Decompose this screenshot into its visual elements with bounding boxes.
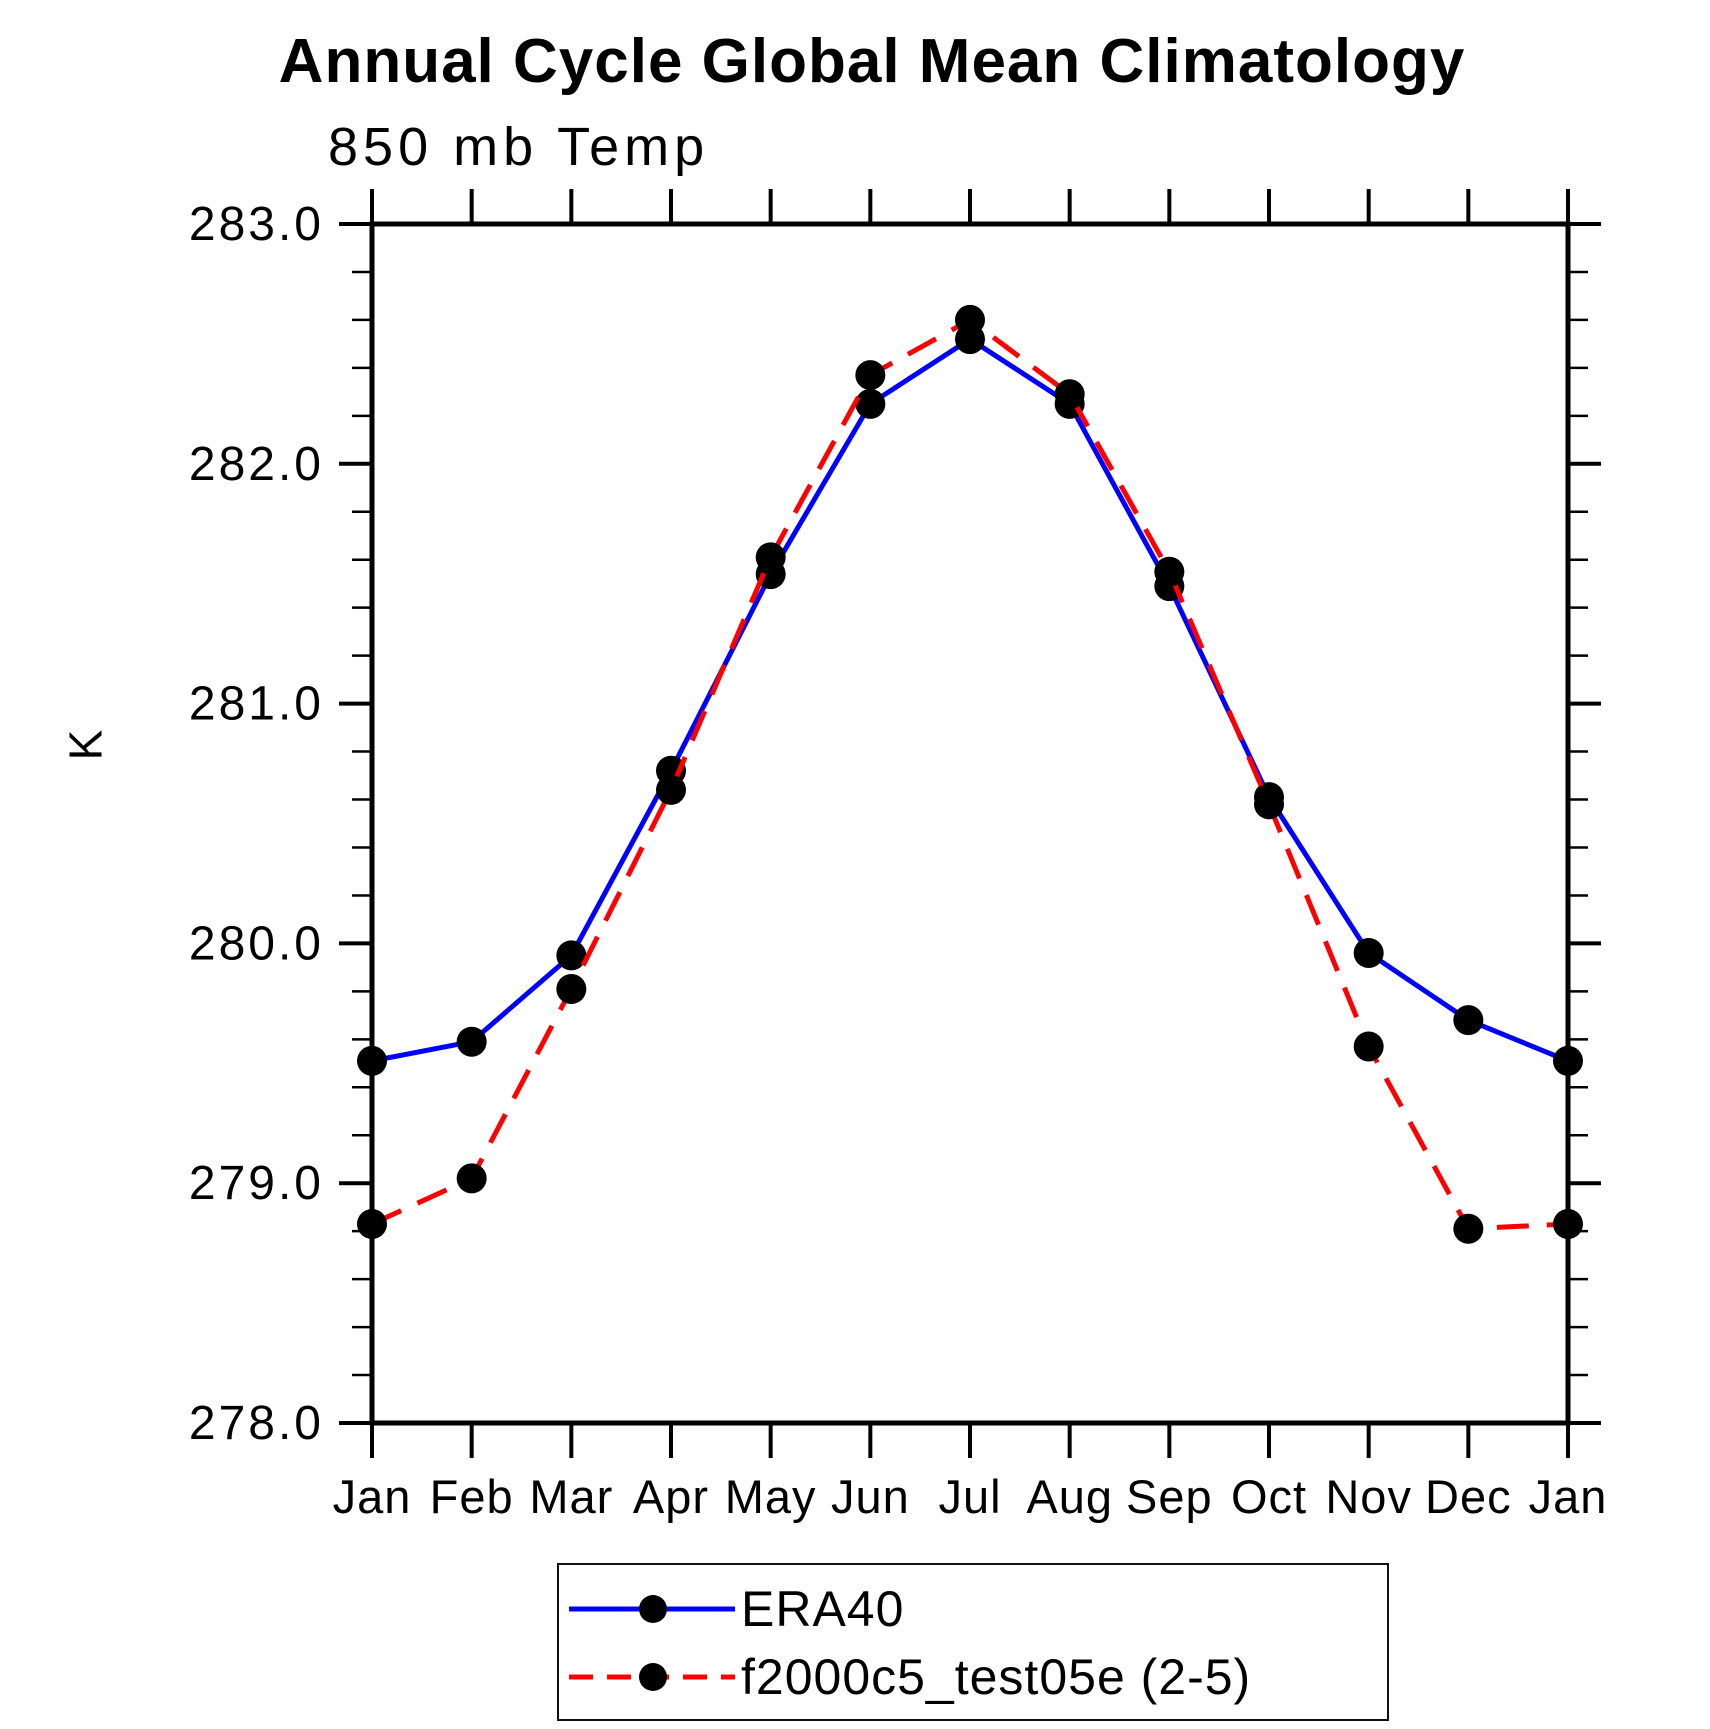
y-tick-label: 282.0 (189, 438, 324, 491)
y-tick-label: 281.0 (189, 678, 324, 731)
data-point-marker-0 (855, 388, 886, 419)
y-tick-label: 280.0 (189, 917, 324, 970)
data-point-marker-1 (1353, 1031, 1384, 1062)
data-point-marker-0 (556, 940, 587, 971)
legend-marker-dot (639, 1595, 667, 1623)
x-tick-label: Dec (1425, 1470, 1512, 1523)
data-point-marker-1 (656, 774, 686, 805)
x-tick-label: Jan (333, 1470, 412, 1523)
data-point-marker-0 (357, 1045, 387, 1076)
data-point-marker-1 (755, 542, 786, 573)
data-point-marker-1 (1553, 1208, 1583, 1239)
legend-key-dashed-line (569, 1663, 735, 1691)
data-point-marker-1 (1453, 1213, 1484, 1244)
x-tick-label: May (725, 1470, 817, 1523)
chart-title: Annual Cycle Global Mean Climatology (278, 27, 1466, 96)
x-tick-label: Feb (430, 1470, 514, 1523)
legend-label: f2000c5_test05e (2-5) (741, 1649, 1252, 1705)
data-point-marker-1 (955, 304, 985, 335)
data-point-marker-1 (855, 360, 886, 391)
data-point-marker-0 (1553, 1045, 1583, 1076)
series-line-0 (371, 336, 1569, 1064)
data-point-marker-1 (357, 1208, 387, 1239)
legend-item: ERA40 (563, 1581, 904, 1637)
data-point-marker-1 (1254, 789, 1284, 820)
data-point-marker-1 (556, 973, 587, 1004)
x-tick-label: Mar (529, 1470, 613, 1523)
x-tick-label: Jan (1529, 1470, 1608, 1523)
x-tick-label: Nov (1325, 1470, 1412, 1523)
legend-item: f2000c5_test05e (2-5) (563, 1649, 1251, 1705)
data-point-marker-0 (456, 1026, 487, 1057)
series-line-1 (370, 316, 1569, 1232)
legend: ERA40 f2000c5_test05e (2-5) (557, 1563, 1389, 1721)
y-tick-label: 283.0 (189, 198, 324, 251)
legend-label: ERA40 (741, 1581, 905, 1637)
data-point-marker-0 (1453, 1005, 1484, 1036)
legend-key-solid-line (569, 1595, 735, 1623)
data-point-marker-1 (1054, 379, 1085, 410)
x-tick-label: Oct (1231, 1470, 1307, 1523)
plot-frame (369, 221, 1571, 1426)
x-tick-label: Apr (633, 1470, 709, 1523)
chart-subtitle: 850 mb Temp (328, 117, 710, 177)
data-point-marker-1 (1154, 556, 1185, 587)
y-tick-label: 279.0 (189, 1157, 324, 1210)
legend-marker-dot (639, 1663, 667, 1691)
y-tick-label: 278.0 (189, 1397, 324, 1450)
x-tick-label: Jul (938, 1470, 1001, 1523)
x-tick-label: Jun (831, 1470, 910, 1523)
x-tick-label: Aug (1026, 1470, 1113, 1523)
data-point-marker-0 (1353, 937, 1384, 968)
x-tick-label: Sep (1126, 1470, 1213, 1523)
data-point-marker-1 (456, 1163, 487, 1194)
